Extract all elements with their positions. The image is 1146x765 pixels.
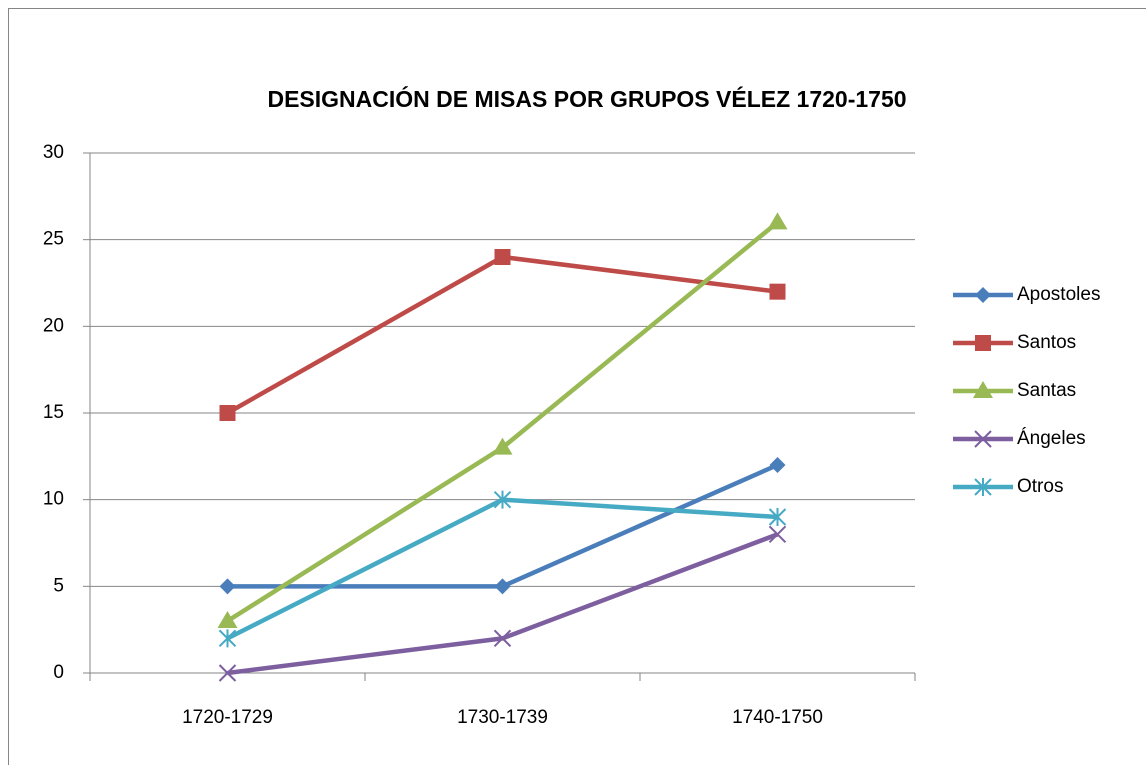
marker [219, 405, 236, 421]
marker [975, 287, 991, 303]
legend-label: Ángeles [1017, 428, 1086, 449]
legend-label: Santas [1017, 380, 1076, 401]
y-tick-label: 30 [43, 142, 64, 163]
marker [768, 508, 787, 526]
marker [767, 212, 788, 230]
legend-label: Otros [1017, 476, 1063, 497]
marker [218, 629, 237, 648]
marker [973, 381, 993, 398]
x-tick-label: 1730-1739 [457, 707, 548, 728]
y-tick-label: 20 [43, 315, 64, 336]
y-tick-label: 5 [53, 575, 64, 596]
y-tick-label: 0 [53, 662, 64, 683]
marker [494, 249, 511, 265]
y-tick-label: 10 [43, 489, 64, 510]
marker [493, 490, 512, 509]
marker [219, 578, 236, 595]
marker [493, 629, 512, 648]
marker [974, 478, 992, 496]
marker [768, 525, 787, 544]
x-tick-label: 1720-1729 [182, 707, 273, 728]
marker [974, 430, 992, 448]
legend-label: Apostoles [1017, 284, 1100, 305]
marker [975, 335, 991, 351]
y-tick-label: 25 [43, 229, 64, 250]
marker [769, 283, 786, 300]
marker [492, 437, 513, 455]
legend-label: Santos [1017, 332, 1076, 353]
marker [769, 457, 786, 473]
marker [494, 578, 511, 595]
marker [217, 611, 238, 628]
y-tick-label: 15 [43, 402, 64, 423]
chart-title: DESIGNACIÓN DE MISAS POR GRUPOS VÉLEZ 17… [267, 85, 906, 112]
marker [218, 664, 237, 682]
x-tick-label: 1740-1750 [732, 707, 823, 728]
